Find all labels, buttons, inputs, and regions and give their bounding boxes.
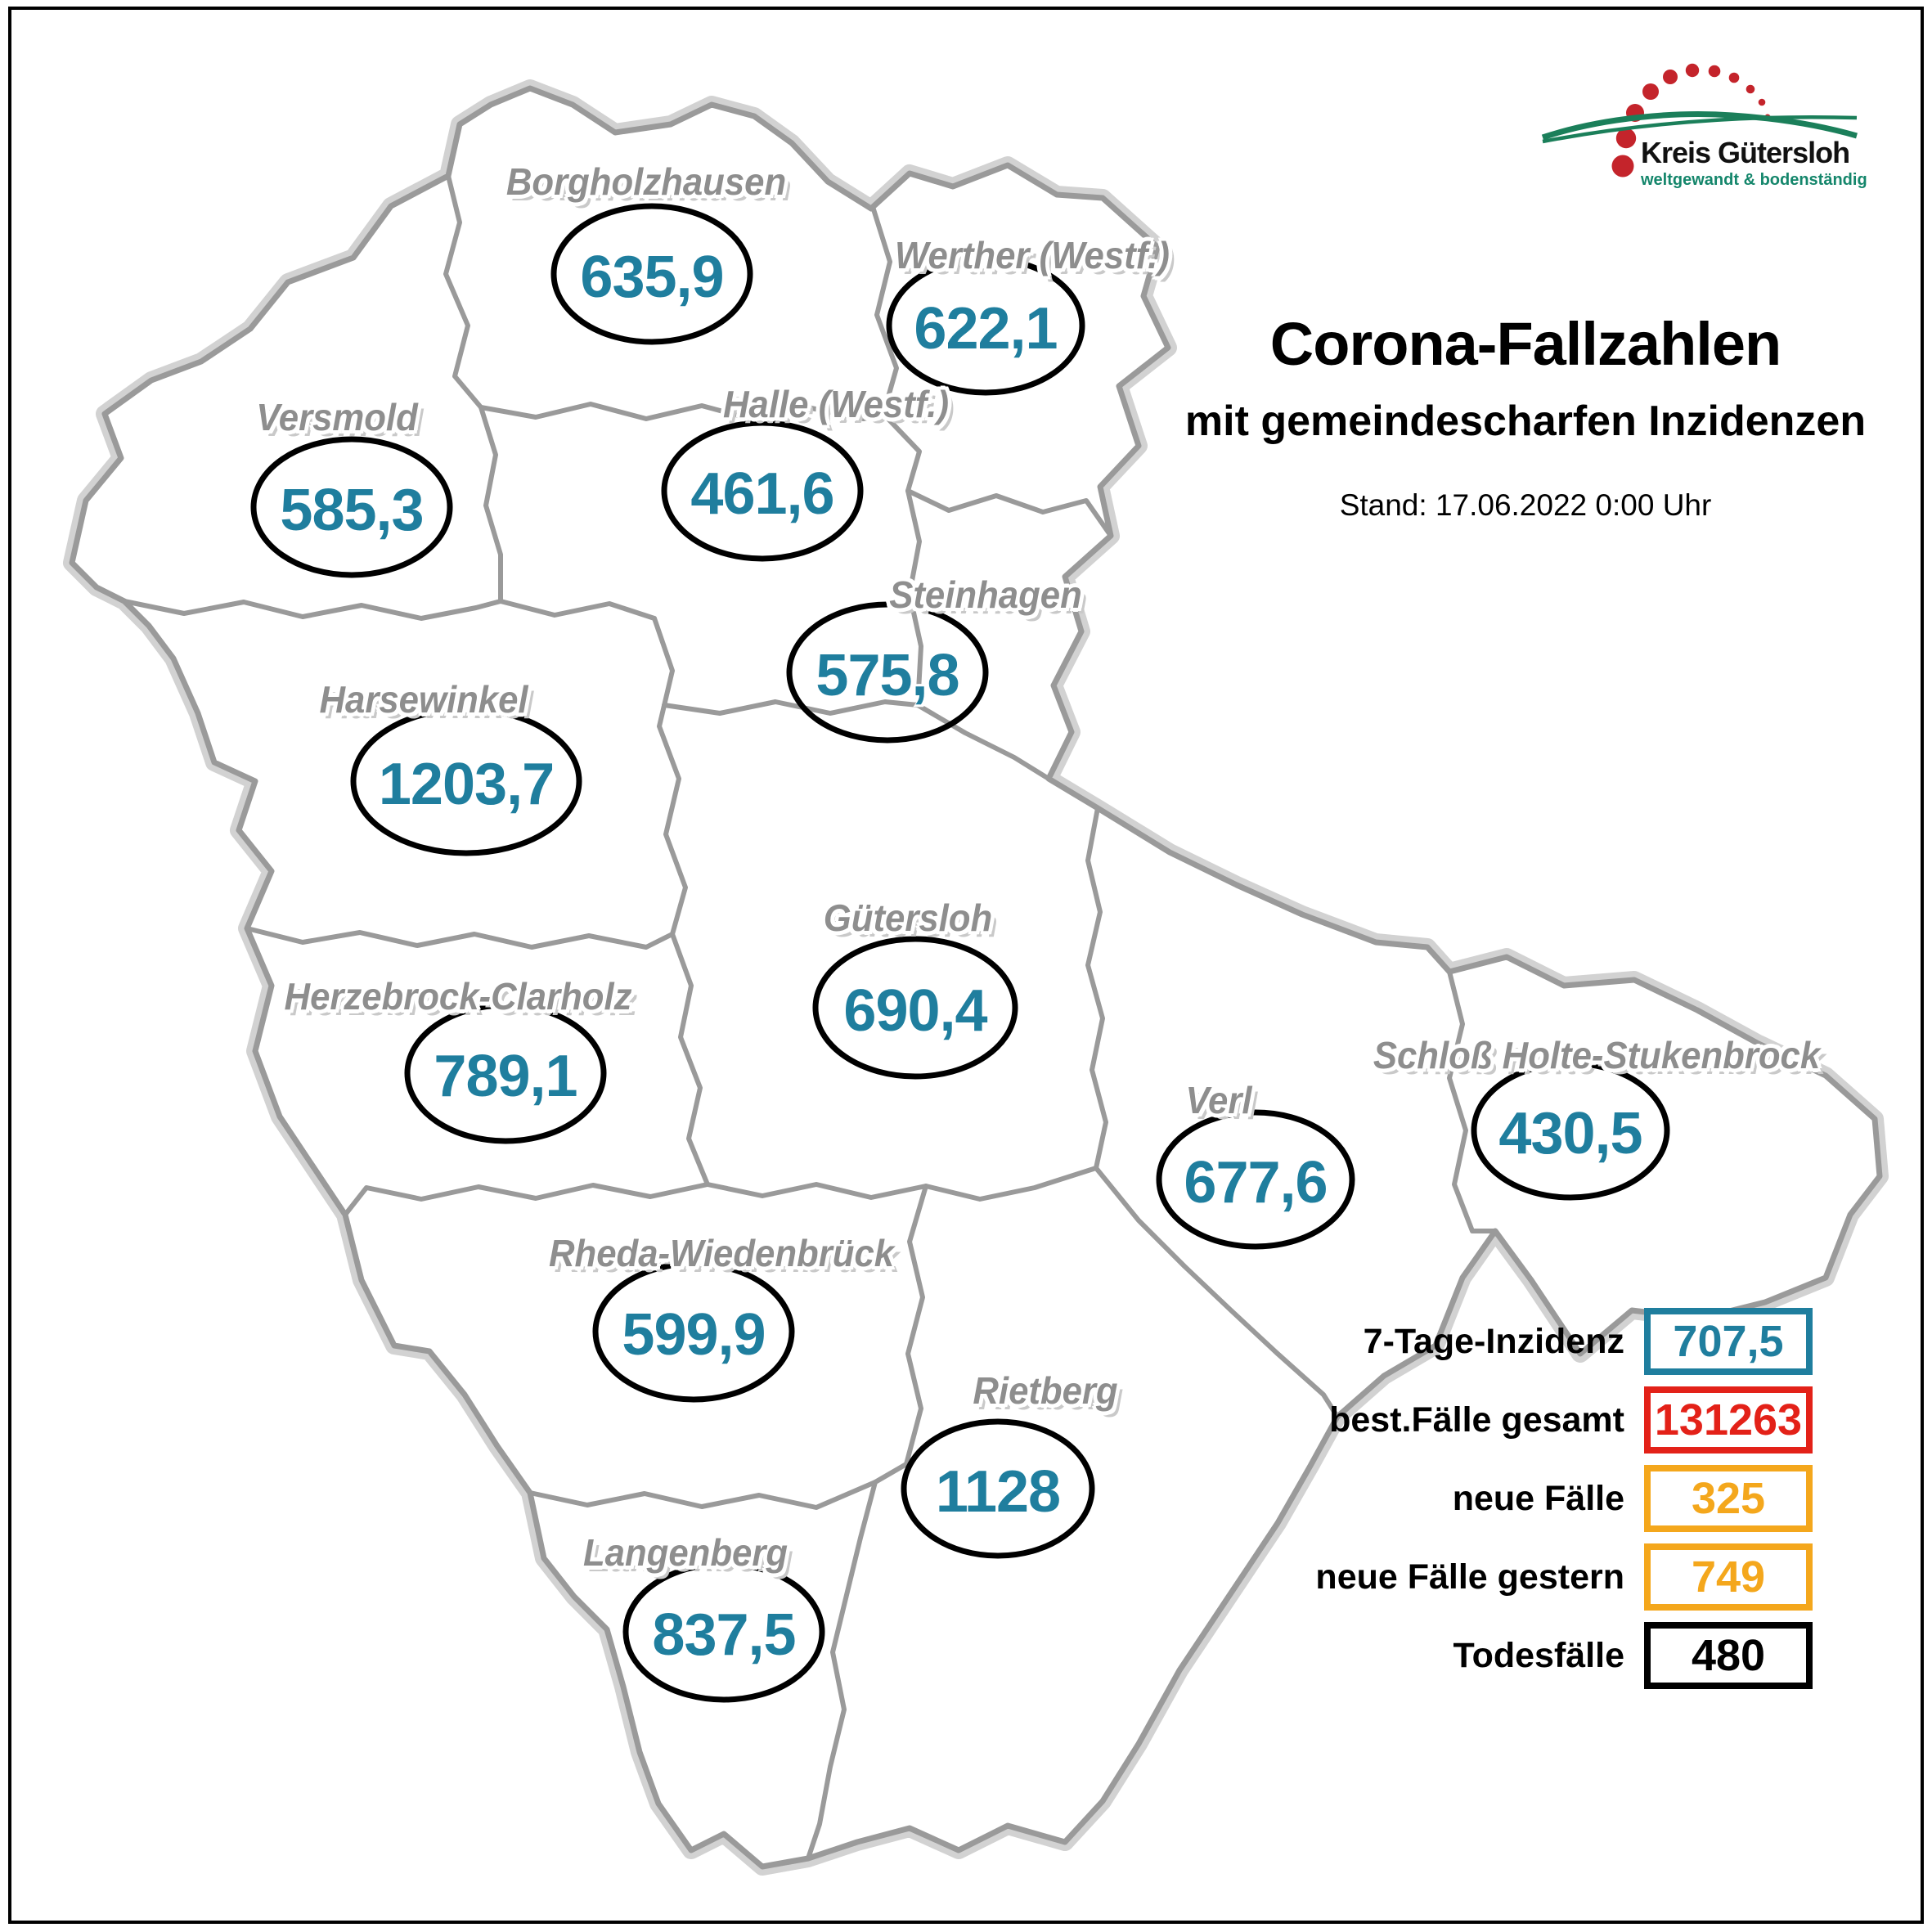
incidence-ellipse bbox=[901, 1418, 1095, 1559]
legend-label: best.Fälle gesamt bbox=[1329, 1400, 1624, 1440]
district-outline bbox=[63, 79, 1889, 1876]
municipality-label: Steinhagen bbox=[889, 573, 1082, 616]
incidence-ellipse bbox=[812, 936, 1018, 1080]
municipality-label: Versmold bbox=[256, 396, 418, 438]
legend-label: 7-Tage-Inzidenz bbox=[1363, 1321, 1624, 1361]
municipality-label: Langenberg bbox=[582, 1531, 789, 1574]
incidence-ellipse bbox=[592, 1260, 795, 1403]
incidence-value: 690,4 bbox=[843, 978, 987, 1044]
incidence-value: 622,1 bbox=[914, 296, 1058, 362]
legend-value: 707,5 bbox=[1673, 1317, 1784, 1366]
as-of-timestamp: Stand: 17.06.2022 0:00 Uhr bbox=[1339, 488, 1712, 522]
legend-row: 7-Tage-Inzidenz 707,5 bbox=[1186, 1308, 1813, 1375]
incidence-ellipse bbox=[350, 706, 582, 856]
incidence-value: 585,3 bbox=[280, 478, 424, 543]
logo-title: Kreis Gütersloh bbox=[1641, 136, 1849, 169]
legend-value-box: 749 bbox=[1644, 1543, 1813, 1611]
municipality-label: Verl bbox=[1185, 1079, 1252, 1121]
header: Corona-Fallzahlen mit gemeindescharfen I… bbox=[1166, 309, 1885, 523]
municipality-label: Gütersloh bbox=[823, 896, 993, 939]
incidence-ellipse bbox=[622, 1561, 825, 1703]
incidence-ellipse bbox=[786, 601, 989, 744]
legend-value: 749 bbox=[1691, 1552, 1766, 1602]
legend-value-box: 707,5 bbox=[1644, 1308, 1813, 1375]
district-outline-line bbox=[69, 85, 1883, 1870]
page-title: Corona-Fallzahlen bbox=[1269, 310, 1781, 378]
incidence-ellipse bbox=[1156, 1109, 1355, 1250]
municipality-label: Borgholzhausen bbox=[505, 160, 787, 203]
incidence-ellipse bbox=[250, 436, 453, 578]
incidence-ellipse-layer bbox=[250, 203, 1670, 1703]
incidence-value: 1128 bbox=[935, 1459, 1061, 1525]
incidence-ellipse bbox=[404, 1002, 607, 1144]
municipality-label: Harsewinkel bbox=[319, 678, 528, 721]
municipality-label: Halle (Westf.) bbox=[722, 383, 950, 425]
municipality-label: Schloß Holte-Stukenbrock bbox=[1373, 1034, 1821, 1076]
legend-label: neue Fälle bbox=[1452, 1478, 1624, 1518]
incidence-value: 1203,7 bbox=[378, 752, 555, 817]
kreis-guetersloh-logo: Kreis Gütersloh weltgewandt & bodenständ… bbox=[1541, 63, 1867, 189]
legend-row: Todesfälle 480 bbox=[1186, 1622, 1813, 1689]
municipality-label: Rheda-Wiedenbrück bbox=[548, 1232, 895, 1274]
municipality-label: Werther (Westf.) bbox=[895, 234, 1170, 276]
legend-value-box: 325 bbox=[1644, 1465, 1813, 1532]
incidence-value: 635,9 bbox=[580, 245, 724, 310]
summary-legend: 7-Tage-Inzidenz 707,5 best.Fälle gesamt 131… bbox=[1186, 1308, 1813, 1701]
page-border-frame bbox=[8, 7, 1924, 1924]
legend-value: 325 bbox=[1691, 1474, 1766, 1523]
page-subtitle: mit gemeindescharfen Inzidenzen bbox=[1184, 398, 1867, 445]
incidence-ellipse bbox=[886, 255, 1085, 396]
incidence-value: 461,6 bbox=[690, 461, 834, 527]
incidence-ellipse bbox=[550, 203, 753, 345]
legend-label: Todesfälle bbox=[1453, 1635, 1624, 1675]
legend-value: 131263 bbox=[1654, 1395, 1803, 1445]
legend-value-box: 131263 bbox=[1644, 1386, 1813, 1453]
legend-row: neue Fälle 325 bbox=[1186, 1465, 1813, 1532]
incidence-value: 430,5 bbox=[1498, 1101, 1642, 1166]
legend-label: neue Fälle gestern bbox=[1315, 1557, 1624, 1597]
incidence-value: 837,5 bbox=[652, 1602, 796, 1668]
incidence-value: 677,6 bbox=[1184, 1150, 1328, 1215]
logo-hill-swoosh-icon bbox=[1541, 111, 1858, 144]
incidence-value: 599,9 bbox=[622, 1302, 766, 1368]
legend-row: neue Fälle gestern 749 bbox=[1186, 1543, 1813, 1611]
incidence-ellipse bbox=[1471, 1060, 1670, 1201]
incidence-value: 575,8 bbox=[815, 643, 959, 708]
logo-tagline: weltgewandt & bodenständig bbox=[1640, 171, 1867, 189]
incidence-value: 789,1 bbox=[434, 1044, 577, 1109]
incidence-ellipse bbox=[661, 420, 864, 562]
legend-row: best.Fälle gesamt 131263 bbox=[1186, 1386, 1813, 1453]
municipality-label: Herzebrock-Clarholz bbox=[284, 975, 632, 1018]
legend-value-box: 480 bbox=[1644, 1622, 1813, 1689]
municipality-label: Rietberg bbox=[973, 1369, 1118, 1412]
legend-value: 480 bbox=[1691, 1631, 1766, 1680]
